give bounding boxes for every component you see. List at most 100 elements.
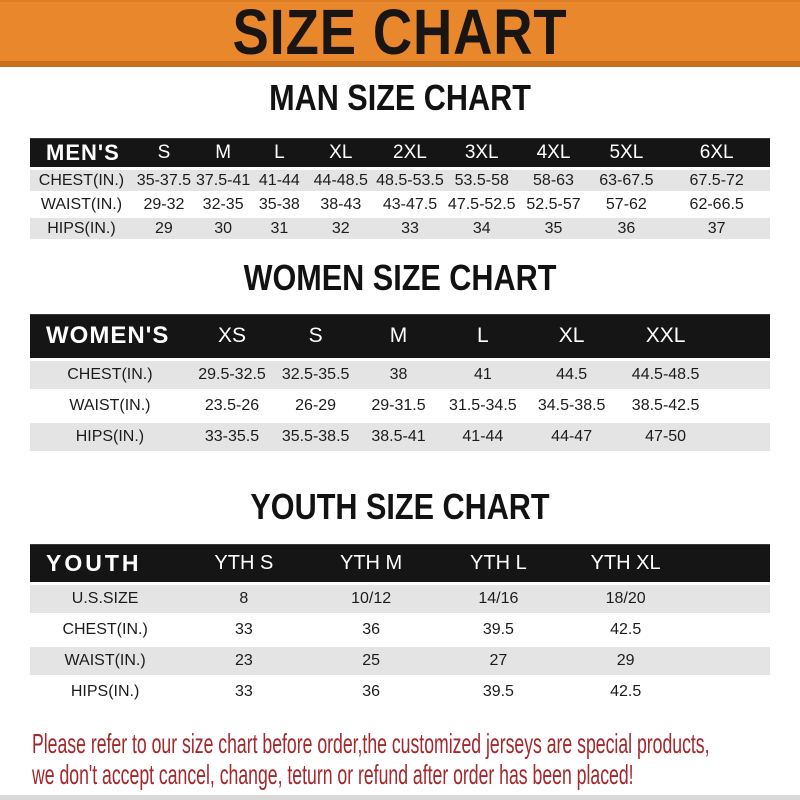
banner-title: SIZE CHART	[232, 0, 568, 68]
size-value: 52.5-57	[517, 191, 590, 215]
size-col-header: M	[357, 314, 440, 358]
size-col-header: XL	[307, 138, 375, 167]
size-col-header: YTH L	[434, 544, 563, 582]
size-value: 36	[307, 675, 435, 706]
row-label: WAIST(IN.)	[30, 191, 133, 215]
size-col-header: YTH S	[180, 544, 308, 582]
size-value: 8	[180, 582, 308, 613]
header-spacer	[689, 544, 770, 582]
size-value: 37.5-41	[195, 167, 252, 191]
row-label: HIPS(IN.)	[30, 215, 133, 239]
size-value: 30	[195, 215, 252, 239]
size-value: 31	[251, 215, 308, 239]
size-col-header: L	[251, 138, 308, 167]
size-value: 29.5-32.5	[189, 358, 275, 389]
size-col-header: XXL	[617, 314, 714, 358]
row-label: CHEST(IN.)	[30, 613, 181, 644]
women-section-heading: WOMEN SIZE CHART	[243, 257, 557, 298]
size-value: 33-35.5	[189, 420, 275, 451]
size-value: 43-47.5	[374, 191, 446, 215]
row-label: WAIST(IN.)	[30, 644, 181, 675]
header-spacer	[713, 314, 770, 358]
size-value: 58-63	[517, 167, 590, 191]
row-label: HIPS(IN.)	[30, 675, 181, 706]
size-col-header: XL	[525, 314, 618, 358]
size-value: 18/20	[562, 582, 690, 613]
size-col-header: L	[439, 314, 526, 358]
table-row: CHEST(IN.) 35-37.5 37.5-41 41-44 44-48.5 48.5…	[30, 167, 770, 191]
bottom-edge-strip	[0, 795, 800, 800]
size-value: 31.5-34.5	[439, 389, 526, 420]
size-value: 32	[307, 215, 375, 239]
youth-size-table: YOUTH YTH S YTH M YTH L YTH XL U.S.SIZE 8 10/1…	[30, 544, 770, 706]
size-value: 38.5-42.5	[617, 389, 714, 420]
man-section-heading: MAN SIZE CHART	[269, 77, 531, 118]
row-label: U.S.SIZE	[30, 582, 181, 613]
table-row: WAIST(IN.) 23.5-26 26-29 29-31.5 31.5-34.5 34…	[30, 389, 770, 420]
size-chart-banner: SIZE CHART	[0, 0, 800, 67]
size-value: 35-37.5	[132, 167, 196, 191]
row-label: CHEST(IN.)	[30, 358, 190, 389]
size-value: 10/12	[307, 582, 435, 613]
size-value: 34.5-38.5	[525, 389, 618, 420]
table-corner-label: YOUTH	[30, 544, 181, 582]
size-value: 25	[307, 644, 435, 675]
table-row: U.S.SIZE 8 10/12 14/16 18/20	[30, 582, 770, 613]
size-col-header: 5XL	[589, 138, 664, 167]
row-spacer	[689, 644, 770, 675]
size-value: 44.5-48.5	[617, 358, 714, 389]
size-value: 29	[132, 215, 196, 239]
size-value: 38-43	[307, 191, 375, 215]
size-value: 44.5	[525, 358, 618, 389]
table-row: CHEST(IN.) 33 36 39.5 42.5	[30, 613, 770, 644]
size-value: 33	[374, 215, 446, 239]
row-label: CHEST(IN.)	[30, 167, 133, 191]
size-value: 47.5-52.5	[445, 191, 518, 215]
size-value: 23.5-26	[189, 389, 275, 420]
size-value: 32-35	[195, 191, 252, 215]
size-value: 27	[434, 644, 563, 675]
size-value: 44-48.5	[307, 167, 375, 191]
size-value: 38	[357, 358, 440, 389]
disclaimer-line-2: we don't accept cancel, change, teturn o…	[32, 759, 634, 790]
size-value: 44-47	[525, 420, 618, 451]
size-value: 39.5	[434, 613, 563, 644]
size-col-header: 2XL	[374, 138, 446, 167]
size-value: 29-32	[132, 191, 196, 215]
men-header-row: MEN'S S M L XL 2XL 3XL 4XL 5XL 6XL	[30, 138, 770, 167]
size-col-header: 4XL	[517, 138, 590, 167]
size-col-header: S	[132, 138, 196, 167]
table-row: HIPS(IN.) 33 36 39.5 42.5	[30, 675, 770, 706]
size-value: 62-66.5	[663, 191, 770, 215]
row-spacer	[689, 613, 770, 644]
youth-section-heading: YOUTH SIZE CHART	[250, 486, 550, 527]
table-row: WAIST(IN.) 23 25 27 29	[30, 644, 770, 675]
size-value: 35	[517, 215, 590, 239]
size-value: 37	[663, 215, 770, 239]
size-value: 42.5	[562, 675, 690, 706]
row-label: WAIST(IN.)	[30, 389, 190, 420]
row-spacer	[713, 389, 770, 420]
women-size-table: WOMEN'S XS S M L XL XXL CHEST(IN.) 29.5-32.5 32.…	[30, 314, 770, 451]
table-row: HIPS(IN.) 33-35.5 35.5-38.5 38.5-41 41-44 44-…	[30, 420, 770, 451]
size-value: 23	[180, 644, 308, 675]
size-value: 67.5-72	[663, 167, 770, 191]
size-value: 35.5-38.5	[274, 420, 358, 451]
size-value: 41-44	[251, 167, 308, 191]
table-row: HIPS(IN.) 29 30 31 32 33 34 35 36 37	[30, 215, 770, 239]
size-value: 36	[307, 613, 435, 644]
size-col-header: YTH M	[307, 544, 435, 582]
table-corner-label: MEN'S	[30, 138, 133, 167]
size-value: 29-31.5	[357, 389, 440, 420]
women-header-row: WOMEN'S XS S M L XL XXL	[30, 314, 770, 358]
size-col-header: XS	[189, 314, 275, 358]
size-value: 29	[562, 644, 690, 675]
size-col-header: YTH XL	[562, 544, 690, 582]
size-value: 57-62	[589, 191, 664, 215]
row-label: HIPS(IN.)	[30, 420, 190, 451]
row-spacer	[689, 675, 770, 706]
size-value: 63-67.5	[589, 167, 664, 191]
size-value: 35-38	[251, 191, 308, 215]
size-value: 38.5-41	[357, 420, 440, 451]
disclaimer-line-1: Please refer to our size chart before or…	[32, 728, 710, 759]
